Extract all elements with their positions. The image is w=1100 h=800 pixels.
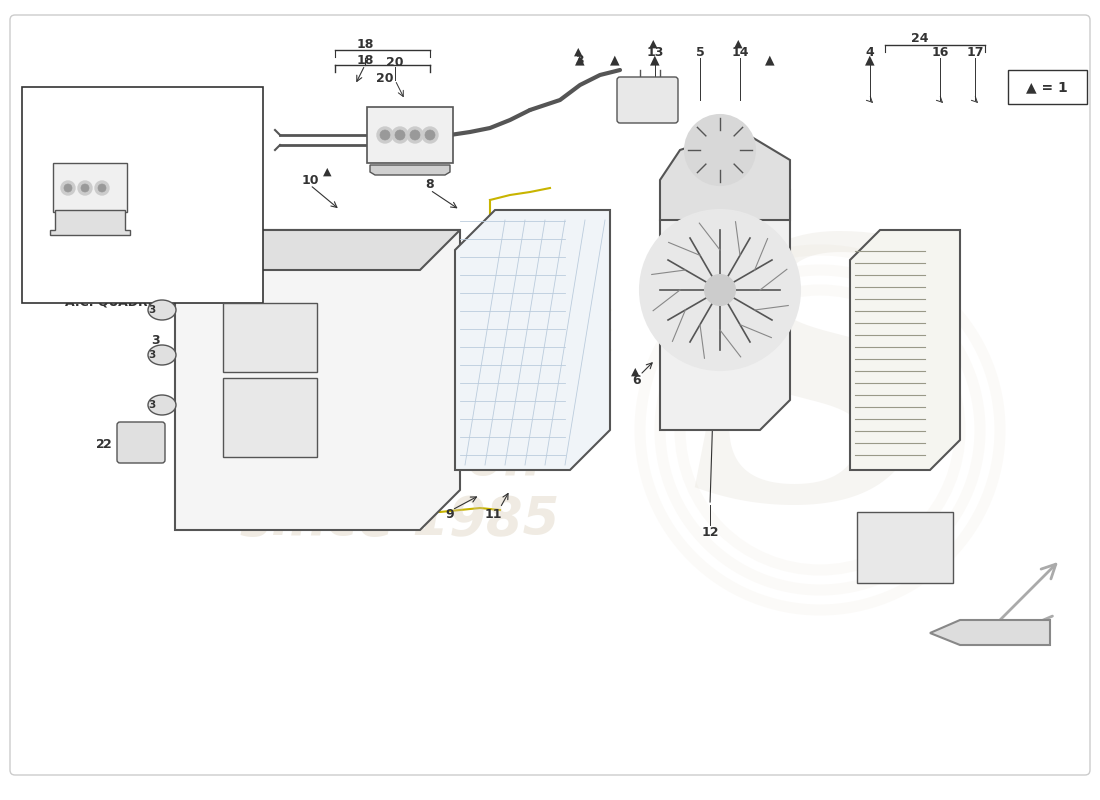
Circle shape [685,115,755,185]
Polygon shape [850,230,960,470]
Text: ▲: ▲ [650,54,660,66]
Text: 22: 22 [399,497,417,510]
Text: A.C. QUADRI-ZONE: A.C. QUADRI-ZONE [65,295,196,309]
Text: 3: 3 [148,305,155,315]
Text: 20: 20 [386,55,404,69]
Text: 2: 2 [96,438,104,451]
Text: ▲: ▲ [322,167,331,177]
Circle shape [98,184,106,192]
FancyBboxPatch shape [617,77,678,123]
Text: since 1985: since 1985 [286,428,454,472]
Text: a passion: a passion [297,399,443,441]
FancyBboxPatch shape [367,107,453,163]
FancyBboxPatch shape [223,378,317,457]
FancyBboxPatch shape [857,512,953,583]
Text: 18: 18 [59,103,77,117]
Text: ▲ = 1: ▲ = 1 [1026,80,1068,94]
Text: ▲: ▲ [734,39,742,49]
Text: 8: 8 [426,178,434,191]
Ellipse shape [148,300,176,320]
FancyBboxPatch shape [223,303,317,372]
Circle shape [705,275,735,305]
Text: 2: 2 [102,438,111,451]
Text: ▲: ▲ [575,54,585,66]
Circle shape [379,130,390,140]
Text: 14: 14 [732,46,749,58]
Text: 3: 3 [148,350,155,360]
Text: 20: 20 [69,122,87,135]
Text: ▲: ▲ [766,54,774,66]
Text: 17: 17 [966,46,983,58]
Text: 20: 20 [376,71,394,85]
Circle shape [64,184,72,192]
Polygon shape [370,165,450,175]
Circle shape [425,130,435,140]
Circle shape [81,184,89,192]
FancyBboxPatch shape [10,15,1090,775]
Text: 24: 24 [911,31,928,45]
FancyArrowPatch shape [992,564,1056,628]
Text: 16: 16 [932,46,948,58]
Ellipse shape [148,345,176,365]
Text: 13: 13 [647,46,663,58]
Text: ▲: ▲ [630,367,639,377]
Polygon shape [175,230,460,270]
Circle shape [95,181,109,195]
Circle shape [407,127,424,143]
Text: A.C. QUADRIZONA: A.C. QUADRIZONA [67,278,194,291]
Text: europäs
a passion
since 1985: europäs a passion since 1985 [240,374,560,546]
FancyArrowPatch shape [990,616,1053,643]
Circle shape [377,127,393,143]
FancyBboxPatch shape [22,87,263,303]
Text: 4: 4 [866,46,874,58]
Circle shape [422,127,438,143]
Polygon shape [455,210,610,470]
FancyBboxPatch shape [1008,70,1087,104]
Text: 3: 3 [151,283,160,297]
Text: 10: 10 [301,174,319,186]
Text: 3: 3 [151,334,160,346]
Text: 3: 3 [396,509,405,522]
Text: 3: 3 [200,494,209,506]
Circle shape [410,130,420,140]
Circle shape [60,181,75,195]
Circle shape [395,130,405,140]
Text: ▲: ▲ [649,39,658,49]
Polygon shape [660,190,790,430]
Text: 12: 12 [702,526,718,538]
FancyBboxPatch shape [117,422,165,463]
Polygon shape [930,620,1050,645]
Polygon shape [660,130,790,220]
Circle shape [640,210,800,370]
Text: 3: 3 [148,400,155,410]
Text: 9: 9 [446,509,454,522]
Text: 5: 5 [695,46,704,58]
Circle shape [392,127,408,143]
Circle shape [78,181,92,195]
Text: 18: 18 [356,54,374,66]
Text: 3: 3 [575,54,584,66]
Text: 11: 11 [484,509,502,522]
Polygon shape [50,210,130,235]
Text: europäs: europäs [231,348,449,412]
Ellipse shape [148,395,176,415]
Polygon shape [175,230,460,530]
Text: ▲: ▲ [610,54,619,66]
FancyBboxPatch shape [53,163,126,212]
Text: ▲: ▲ [866,54,874,66]
Text: 18: 18 [356,38,374,51]
Text: ▲: ▲ [574,47,582,57]
Text: S: S [690,225,950,575]
Text: 6: 6 [632,374,641,386]
